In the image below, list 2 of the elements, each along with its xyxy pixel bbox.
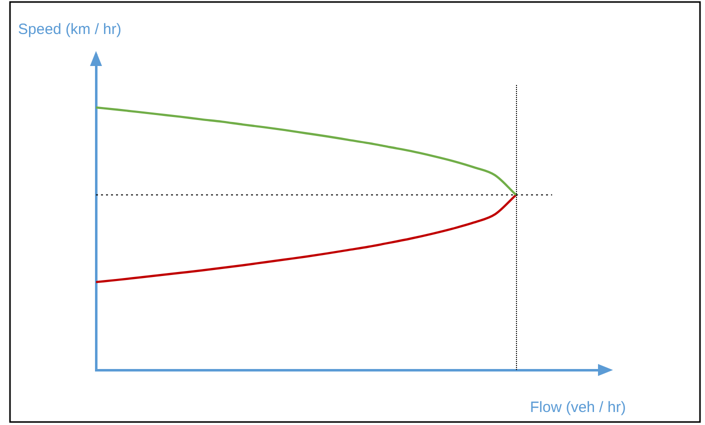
y-axis-title: Speed (km / hr) [18,21,122,38]
x-axis-title: Flow (veh / hr) [530,399,626,416]
